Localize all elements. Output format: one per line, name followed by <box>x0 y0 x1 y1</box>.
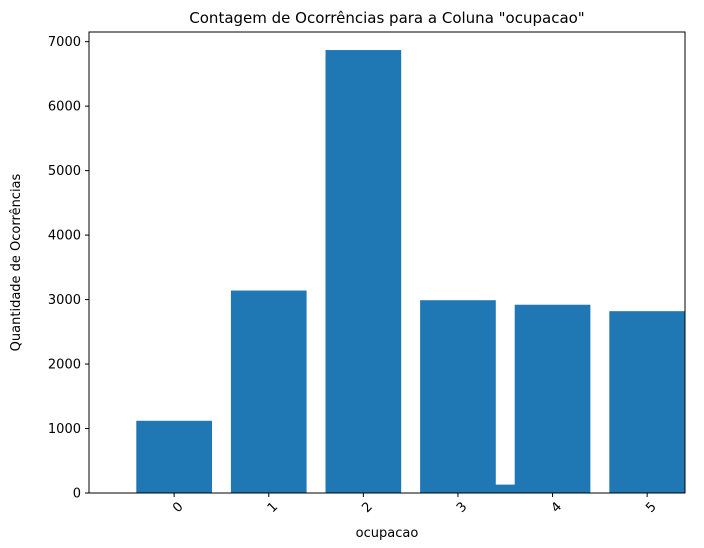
y-tick-label: 3000 <box>48 293 81 308</box>
x-tick-label: 5 <box>643 499 659 515</box>
x-tick-label: 1 <box>265 499 281 515</box>
y-tick-label: 0 <box>73 487 81 502</box>
y-tick-label: 7000 <box>48 35 81 50</box>
bar-1 <box>230 290 307 493</box>
x-tick-label: 4 <box>549 499 565 515</box>
bar-4 <box>453 484 529 493</box>
y-tick-label: 6000 <box>48 100 81 115</box>
x-axis-label: ocupacao <box>356 526 419 541</box>
y-tick-label: 1000 <box>48 422 81 437</box>
x-tick-label: 0 <box>170 499 186 515</box>
x-tick-label: 2 <box>359 499 375 515</box>
x-tick-label: 3 <box>454 499 470 515</box>
plot-frame <box>88 31 686 494</box>
y-axis-label: Quantidade de Ocorrências <box>9 173 24 351</box>
y-tick-label: 2000 <box>48 358 81 373</box>
bar-2 <box>325 50 402 493</box>
bar-6 <box>609 311 685 493</box>
bar-5 <box>514 304 591 493</box>
y-tick-label: 4000 <box>48 229 81 244</box>
bar-3 <box>420 300 496 493</box>
chart-title: Contagem de Ocorrências para a Coluna "o… <box>189 9 584 27</box>
plot-area: 0 1000 2000 3000 4000 5000 6000 7000 0 1 2 3 4 5 <box>48 31 686 516</box>
bar-0 <box>136 420 212 493</box>
y-tick-label: 5000 <box>48 164 81 179</box>
